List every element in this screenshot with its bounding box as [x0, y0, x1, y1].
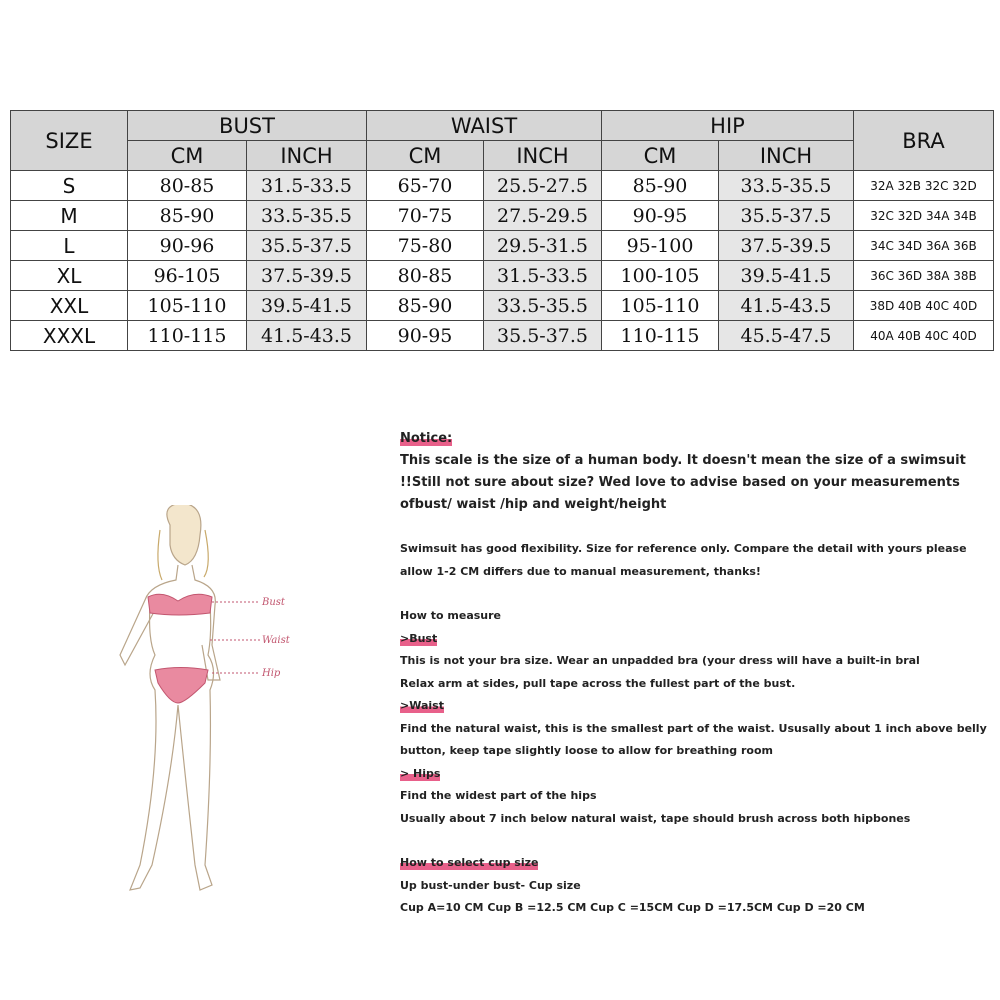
cell-bra: 36C 36D 38A 38B [853, 260, 994, 291]
header-waist: WAIST [366, 110, 602, 141]
header-size: SIZE [10, 110, 128, 171]
notice-title: Notice: [400, 431, 453, 446]
hips-title: > Hips [400, 765, 441, 781]
cell-waist-cm: 90-95 [366, 320, 484, 351]
table-row: XXL 105-110 39.5-41.5 85-90 33.5-35.5 105-110… [10, 290, 994, 321]
cell-hip-in: 35.5-37.5 [718, 200, 854, 231]
flexibility-text: Swimsuit has good flexibility. Size for … [400, 542, 967, 578]
cell-waist-in: 31.5-33.5 [483, 260, 602, 291]
cell-hip-in: 33.5-35.5 [718, 170, 854, 201]
cell-waist-in: 29.5-31.5 [483, 230, 602, 261]
cell-waist-cm: 65-70 [366, 170, 484, 201]
cell-size: L [10, 230, 128, 261]
cell-size: M [10, 200, 128, 231]
how-to-measure: How to measure [400, 609, 502, 622]
cell-hip-in: 37.5-39.5 [718, 230, 854, 261]
bust-label: Bust [261, 597, 286, 608]
cell-bust-in: 39.5-41.5 [246, 290, 367, 321]
header-inch: INCH [718, 140, 854, 171]
table-row: XL 96-105 37.5-39.5 80-85 31.5-33.5 100-105 39… [10, 260, 994, 291]
cell-size: S [10, 170, 128, 201]
table-row: XXXL 110-115 41.5-43.5 90-95 35.5-37.5 110-11… [10, 320, 994, 351]
waist-label: Waist [262, 635, 291, 646]
cell-bust-cm: 96-105 [127, 260, 247, 291]
size-chart-table: SIZE BUST WAIST HIP BRA CM INCH CM INCH … [10, 110, 994, 351]
cell-size: XXXL [10, 320, 128, 351]
header-cm: CM [601, 140, 719, 171]
cell-hip-in: 39.5-41.5 [718, 260, 854, 291]
cell-bra: 34C 34D 36A 36B [853, 230, 994, 261]
hips-line-1: Find the widest part of the hips [400, 789, 597, 802]
cell-hip-in: 45.5-47.5 [718, 320, 854, 351]
body-measurement-illustration: Bust Waist Hip [119, 505, 291, 891]
header-inch: INCH [483, 140, 602, 171]
cell-waist-in: 27.5-29.5 [483, 200, 602, 231]
header-cm: CM [127, 140, 247, 171]
cell-waist-cm: 80-85 [366, 260, 484, 291]
notice-text: This scale is the size of a human body. … [400, 453, 966, 512]
cell-hip-cm: 110-115 [601, 320, 719, 351]
table-row: M 85-90 33.5-35.5 70-75 27.5-29.5 90-95 35.5-3… [10, 200, 994, 231]
table-row: L 90-96 35.5-37.5 75-80 29.5-31.5 95-100 37.5-… [10, 230, 994, 261]
cell-waist-in: 35.5-37.5 [483, 320, 602, 351]
header-cm: CM [366, 140, 484, 171]
cup-title: How to select cup size [400, 855, 539, 870]
header-hip: HIP [601, 110, 854, 141]
cell-bra: 32A 32B 32C 32D [853, 170, 994, 201]
cup-line-1: Up bust-under bust- Cup size [400, 878, 581, 892]
size-notes: Notice: This scale is the size of a huma… [400, 428, 995, 920]
cell-bra: 32C 32D 34A 34B [853, 200, 994, 231]
bust-line-2: Relax arm at sides, pull tape across the… [400, 676, 796, 690]
cell-bust-cm: 80-85 [127, 170, 247, 201]
cup-line-2: Cup A=10 CM Cup B =12.5 CM Cup C =15CM C… [400, 901, 865, 914]
waist-title: >Waist [400, 698, 444, 713]
cell-bust-in: 33.5-35.5 [246, 200, 367, 231]
cell-bust-cm: 110-115 [127, 320, 247, 351]
cell-bust-cm: 85-90 [127, 200, 247, 231]
cell-waist-cm: 85-90 [366, 290, 484, 321]
hips-line-2: Usually about 7 inch below natural waist… [400, 811, 911, 825]
cell-bust-in: 31.5-33.5 [246, 170, 367, 201]
bust-title: >Bust [400, 630, 438, 646]
cell-bust-in: 37.5-39.5 [246, 260, 367, 291]
hip-label: Hip [261, 668, 281, 679]
cell-hip-cm: 95-100 [601, 230, 719, 261]
cell-hip-cm: 85-90 [601, 170, 719, 201]
bust-line-1: This is not your bra size. Wear an unpad… [400, 654, 920, 667]
cell-hip-cm: 90-95 [601, 200, 719, 231]
cell-bust-in: 35.5-37.5 [246, 230, 367, 261]
table-row: S 80-85 31.5-33.5 65-70 25.5-27.5 85-90 33.5-3… [10, 170, 994, 201]
cell-waist-in: 33.5-35.5 [483, 290, 602, 321]
header-bust: BUST [127, 110, 367, 141]
cell-waist-in: 25.5-27.5 [483, 170, 602, 201]
cell-waist-cm: 75-80 [366, 230, 484, 261]
cell-hip-cm: 100-105 [601, 260, 719, 291]
cell-size: XL [10, 260, 128, 291]
cell-size: XXL [10, 290, 128, 321]
header-bra: BRA [853, 110, 994, 171]
cell-bust-cm: 105-110 [127, 290, 247, 321]
cell-hip-cm: 105-110 [601, 290, 719, 321]
cell-bust-in: 41.5-43.5 [246, 320, 367, 351]
cell-hip-in: 41.5-43.5 [718, 290, 854, 321]
cell-waist-cm: 70-75 [366, 200, 484, 231]
cell-bra: 40A 40B 40C 40D [853, 320, 994, 351]
cell-bust-cm: 90-96 [127, 230, 247, 261]
cell-bra: 38D 40B 40C 40D [853, 290, 994, 321]
waist-text: Find the natural waist, this is the smal… [400, 721, 987, 758]
header-inch: INCH [246, 140, 367, 171]
